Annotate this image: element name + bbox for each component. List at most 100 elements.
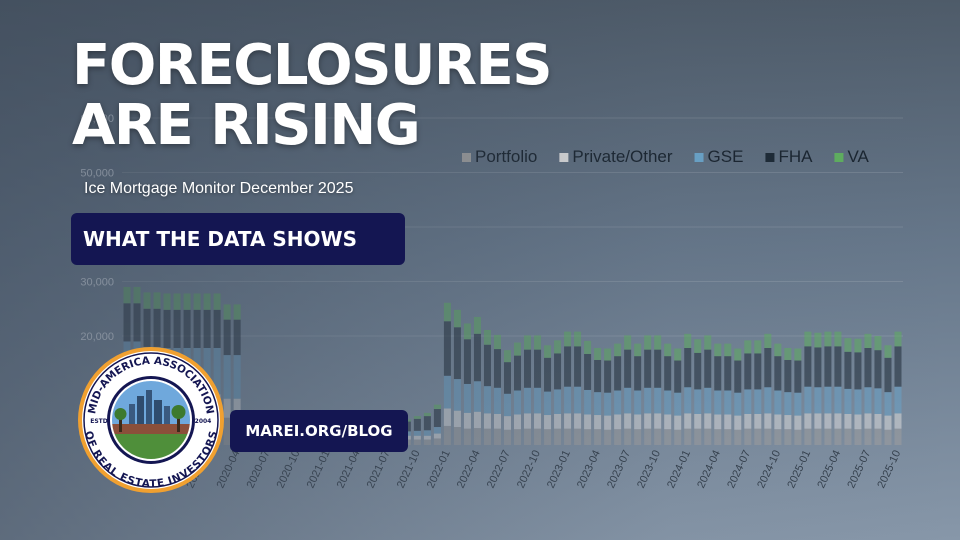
- bar-segment-portfolio: [423, 439, 431, 445]
- bar-segment-portfolio: [473, 428, 481, 445]
- bar-segment-gse: [624, 387, 632, 414]
- bar-segment-va: [864, 333, 872, 348]
- bar-stack: [724, 343, 732, 445]
- bar-segment-private-other: [594, 415, 602, 430]
- bar-segment-portfolio: [614, 429, 622, 445]
- y-tick-label: 50,000: [80, 168, 114, 180]
- bar-segment-fha: [734, 360, 742, 393]
- legend-item: FHA: [765, 147, 813, 166]
- bar-segment-fha: [624, 349, 632, 388]
- bar-segment-va: [604, 348, 612, 361]
- bar-segment-va: [483, 330, 491, 345]
- bar-segment-private-other: [654, 413, 662, 429]
- bar-segment-fha: [804, 346, 812, 387]
- bar-stack: [463, 323, 471, 445]
- legend-swatch: [694, 153, 704, 162]
- bar-segment-va: [503, 350, 511, 363]
- bar-segment-gse: [794, 392, 802, 416]
- bar-segment-gse: [674, 392, 682, 416]
- bar-segment-gse: [483, 386, 491, 414]
- bar-segment-fha: [814, 347, 822, 388]
- bar-stack: [864, 333, 872, 445]
- bar-stack: [634, 343, 642, 445]
- bar-segment-fha: [574, 346, 582, 387]
- bar-segment-fha: [413, 418, 421, 431]
- bar-segment-fha: [514, 355, 522, 391]
- x-tick-label: 2023-04: [575, 448, 603, 490]
- bar-segment-gse: [514, 390, 522, 415]
- bar-segment-fha: [724, 356, 732, 391]
- bar-segment-va: [664, 343, 672, 357]
- bar-segment-fha: [503, 362, 511, 394]
- bar-segment-va: [203, 293, 211, 310]
- bar-segment-gse: [874, 388, 882, 414]
- bar-segment-fha: [213, 309, 221, 348]
- bar-segment-fha: [183, 309, 191, 348]
- bar-segment-private-other: [694, 413, 702, 429]
- bar-segment-gse: [834, 386, 842, 414]
- bar-segment-portfolio: [443, 425, 451, 445]
- bar-segment-private-other: [423, 435, 431, 440]
- bar-segment-fha: [874, 350, 882, 389]
- x-tick-label: 2023-07: [605, 448, 633, 490]
- bar-segment-fha: [564, 346, 572, 387]
- bar-segment-fha: [423, 416, 431, 431]
- bar-segment-portfolio: [453, 427, 461, 445]
- bar-stack: [584, 340, 592, 445]
- bar-segment-private-other: [684, 413, 692, 429]
- blog-link[interactable]: MAREI.ORG/BLOG: [230, 410, 408, 452]
- bar-stack: [774, 343, 782, 445]
- bar-segment-gse: [734, 392, 742, 416]
- bar-segment-va: [894, 331, 902, 347]
- bar-segment-fha: [714, 356, 722, 391]
- bar-segment-private-other: [814, 413, 822, 429]
- bar-segment-private-other: [634, 414, 642, 430]
- bar-segment-portfolio: [774, 429, 782, 445]
- bar-segment-va: [884, 345, 892, 358]
- x-tick-label: 2021-10: [395, 448, 423, 490]
- bar-segment-gse: [884, 392, 892, 416]
- bar-segment-portfolio: [654, 428, 662, 445]
- bar-segment-gse: [694, 389, 702, 414]
- bar-segment-portfolio: [674, 429, 682, 445]
- bar-segment-private-other: [514, 414, 522, 430]
- bar-segment-fha: [664, 356, 672, 391]
- bar-segment-gse: [614, 390, 622, 415]
- bar-segment-gse: [764, 387, 772, 414]
- bar-segment-fha: [233, 319, 241, 356]
- bar-stack: [624, 335, 632, 445]
- bar-segment-private-other: [864, 413, 872, 429]
- bar-segment-gse: [754, 389, 762, 414]
- seal-year-label: 2004: [195, 418, 212, 425]
- bar-segment-gse: [584, 389, 592, 415]
- bar-segment-gse: [443, 375, 451, 409]
- bar-segment-gse: [233, 355, 241, 399]
- x-tick-label: 2024-01: [665, 448, 693, 490]
- bar-segment-fha: [694, 352, 702, 390]
- bar-segment-fha: [784, 359, 792, 393]
- bar-segment-portfolio: [754, 428, 762, 445]
- bar-segment-portfolio: [544, 429, 552, 445]
- bar-segment-va: [594, 347, 602, 360]
- bar-segment-fha: [704, 349, 712, 388]
- bar-segment-portfolio: [734, 429, 742, 445]
- bar-segment-gse: [493, 387, 501, 414]
- bar-segment-va: [223, 304, 231, 320]
- bar-segment-va: [574, 331, 582, 347]
- bar-stack: [534, 335, 542, 445]
- bar-segment-va: [123, 286, 131, 304]
- bar-segment-fha: [834, 346, 842, 387]
- bar-segment-fha: [774, 356, 782, 391]
- x-tick-label: 2023-10: [635, 448, 663, 490]
- bar-segment-va: [804, 331, 812, 347]
- bar-segment-fha: [173, 309, 181, 348]
- bar-stack: [764, 333, 772, 445]
- headline-line-2: ARE RISING: [72, 93, 421, 159]
- bar-segment-gse: [814, 387, 822, 414]
- bar-segment-fha: [544, 357, 552, 392]
- bar-segment-gse: [594, 392, 602, 416]
- bar-segment-va: [493, 334, 501, 350]
- bar-segment-gse: [894, 386, 902, 414]
- bar-segment-gse: [864, 387, 872, 414]
- bar-segment-portfolio: [884, 429, 892, 445]
